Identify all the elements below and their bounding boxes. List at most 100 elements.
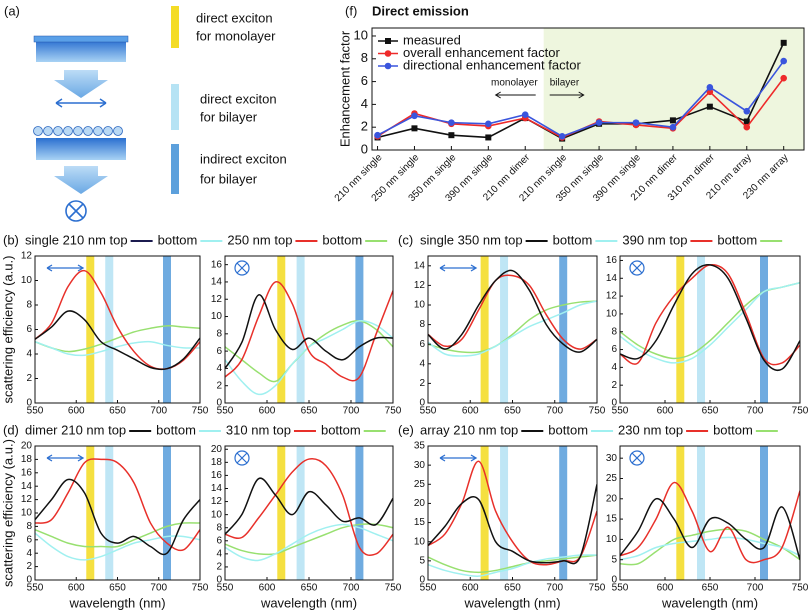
- y-axis-label: scattering efficiency (a.u.): [0, 256, 15, 404]
- exciton-band: [296, 446, 305, 580]
- y-tick-label: 5: [611, 554, 617, 565]
- exciton-band: [760, 446, 768, 580]
- y-tick-label: 2: [361, 119, 368, 134]
- band-label: direct exciton: [196, 10, 273, 25]
- y-tick-label: 30: [414, 460, 426, 471]
- y-tick-label: 0: [361, 141, 368, 156]
- y-tick-label: 0: [216, 575, 222, 586]
- exciton-band: [355, 446, 364, 580]
- series-line: [620, 481, 800, 564]
- y-tick-label: 4: [216, 363, 222, 374]
- series-line: [620, 497, 800, 560]
- x-tick-label: 600: [259, 406, 276, 417]
- out-of-plane-icon: [234, 450, 250, 466]
- series-line: [428, 300, 597, 354]
- legend-label: array 210 nm top: [420, 422, 518, 437]
- x-axis-label: wavelength (nm): [68, 595, 165, 610]
- legend-label: measured: [403, 32, 461, 47]
- data-point: [558, 133, 566, 140]
- data-point: [374, 131, 381, 139]
- monolayer: [33, 35, 129, 43]
- band-label: for bilayer: [200, 171, 258, 186]
- y-tick-label: 6: [419, 339, 425, 350]
- series-line: [225, 523, 393, 556]
- plot-frame: [371, 27, 805, 151]
- legend-label: bottom: [322, 232, 362, 247]
- series-line: [428, 274, 597, 350]
- exciton-band: [277, 446, 286, 580]
- x-tick-label: 600: [259, 583, 276, 594]
- y-tick-label: 15: [414, 517, 426, 528]
- x-tick-label: 700: [343, 406, 360, 417]
- down-arrow: [54, 166, 108, 194]
- series-line: [225, 523, 393, 562]
- annotation-arrow: [549, 91, 585, 99]
- band-swatch: [171, 144, 179, 194]
- data-point: [743, 107, 751, 115]
- y-tick-label: 25: [414, 479, 426, 490]
- y-tick-label: 0: [26, 398, 32, 409]
- y-tick-label: 4: [216, 548, 222, 559]
- y-tick-label: 2: [611, 380, 617, 391]
- y-tick-label: 4: [611, 362, 617, 373]
- x-axis-label: wavelength (nm): [661, 595, 758, 610]
- out-of-plane-icon: [629, 260, 645, 276]
- in-plane-arrow: [55, 98, 107, 108]
- series-line: [225, 458, 393, 557]
- series-line: [35, 522, 200, 548]
- x-tick-label: 750: [589, 406, 606, 417]
- x-tick-label: 600: [657, 583, 674, 594]
- y-tick-label: 6: [611, 344, 617, 355]
- y-tick-label: 10: [606, 309, 618, 320]
- exciton-band: [760, 256, 768, 403]
- panel-a: (a) direct exciton for monolayer direct …: [4, 3, 287, 222]
- y-tick-label: 18: [211, 457, 223, 468]
- y-tick-label: 8: [216, 522, 222, 533]
- series-line: [620, 264, 800, 372]
- exciton-band: [559, 446, 568, 580]
- exciton-band: [697, 256, 705, 403]
- in-plane-icon: [439, 264, 478, 272]
- x-tick-label: 550: [612, 583, 629, 594]
- x-tick-label: 750: [792, 583, 809, 594]
- x-tick-label: 750: [792, 406, 809, 417]
- y-tick-label: 4: [26, 548, 32, 559]
- data-point: [448, 119, 455, 126]
- y-tick-label: 8: [419, 319, 425, 330]
- x-tick-label: 750: [385, 406, 402, 417]
- out-of-plane-icon: [234, 260, 250, 276]
- x-tick-label: 650: [504, 583, 521, 594]
- x-tick-label: 650: [702, 406, 719, 417]
- x-axis-label: wavelength (nm): [260, 595, 357, 610]
- x-tick-label: 600: [657, 406, 674, 417]
- y-tick-label: 16: [211, 470, 223, 481]
- legend-marker: [384, 62, 392, 70]
- y-axis-label: Enhancement factor: [337, 30, 352, 147]
- legend-label: bottom: [158, 232, 198, 247]
- x-tick-label: 600: [68, 583, 85, 594]
- series-line: [35, 325, 200, 353]
- series-line: [428, 554, 597, 574]
- in-plane-icon: [46, 454, 85, 462]
- series-line: [428, 300, 597, 357]
- x-tick-label: 600: [68, 406, 85, 417]
- series-line: [35, 478, 200, 556]
- exciton-band: [163, 446, 171, 580]
- series-line: [225, 294, 393, 369]
- series-line: [225, 477, 393, 535]
- x-axis-label: wavelength (nm): [463, 595, 560, 610]
- x-tick-label: 650: [504, 406, 521, 417]
- legend-label: overall enhancement factor: [403, 45, 560, 60]
- series-line: [35, 269, 200, 370]
- legend-label: single 210 nm top: [25, 232, 128, 247]
- data-point: [411, 125, 418, 132]
- y-tick-label: 16: [21, 467, 33, 478]
- y-tick-label: 2: [26, 373, 32, 384]
- legend-label: bottom: [156, 422, 196, 437]
- series-line: [428, 554, 597, 577]
- band-swatch: [171, 84, 179, 130]
- y-tick-label: 25: [606, 473, 618, 484]
- band-label: for monolayer: [196, 28, 276, 43]
- legend-marker: [385, 38, 391, 44]
